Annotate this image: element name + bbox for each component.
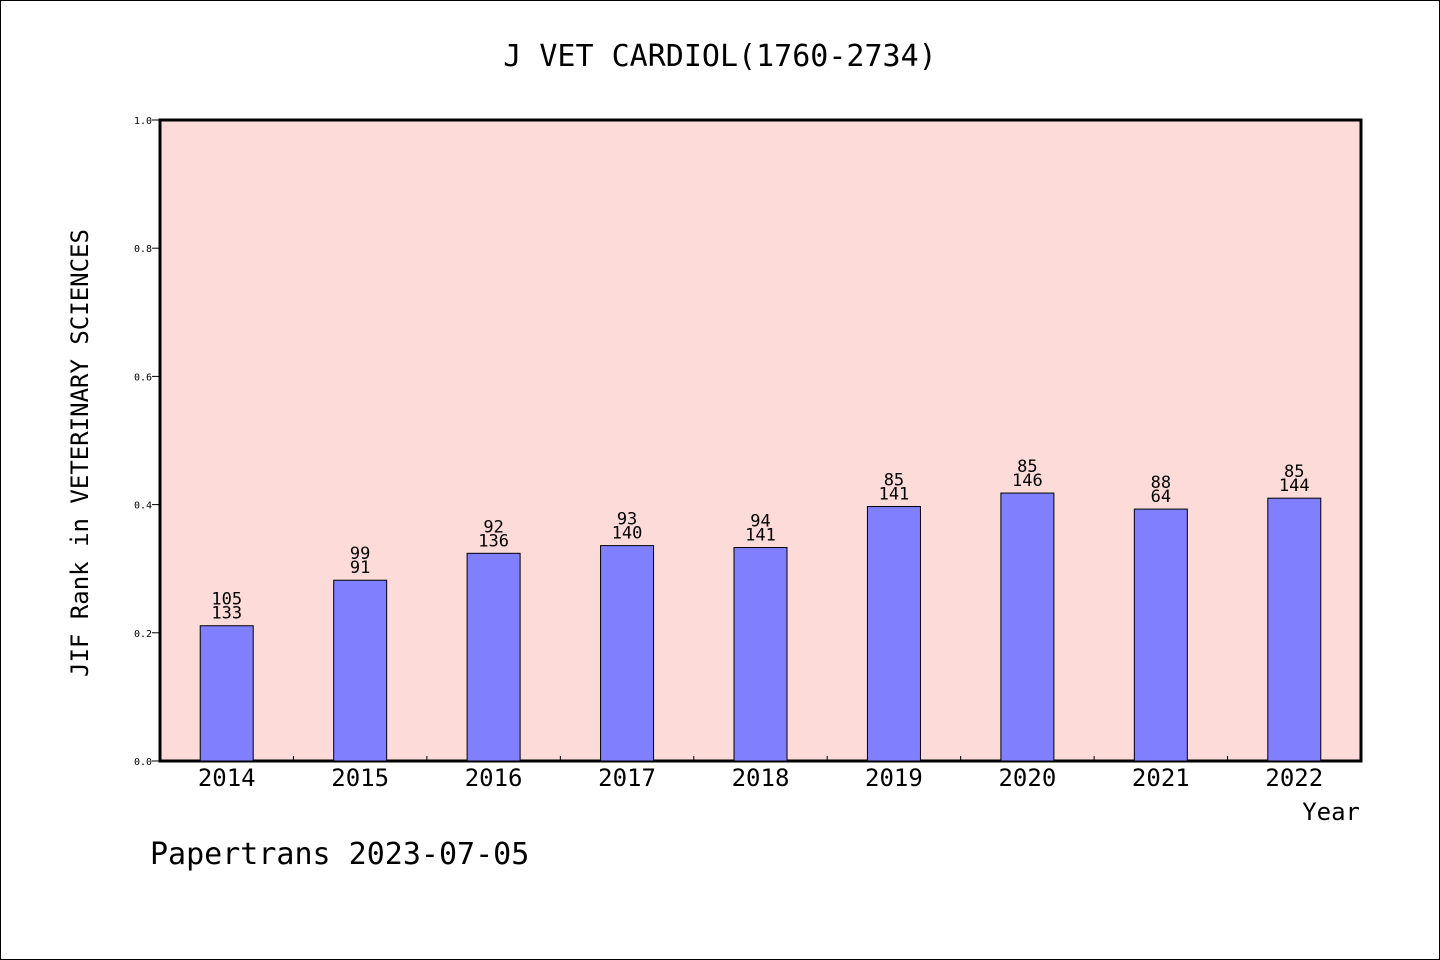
x-tick-label: 2015 bbox=[331, 764, 389, 792]
x-tick-label: 2020 bbox=[998, 764, 1056, 792]
data-label-top: 105 bbox=[211, 590, 242, 610]
x-tick-label: 2018 bbox=[732, 764, 790, 792]
y-tick-label: 0.8 bbox=[134, 244, 152, 255]
y-tick-label: 0.6 bbox=[134, 372, 152, 383]
bar bbox=[333, 579, 388, 762]
bar bbox=[1000, 492, 1055, 762]
x-tick-label: 2019 bbox=[865, 764, 923, 792]
bar bbox=[1133, 508, 1188, 762]
bar bbox=[600, 545, 655, 762]
bar bbox=[866, 506, 921, 762]
y-tick-label: 0.4 bbox=[134, 501, 152, 512]
x-tick-label: 2014 bbox=[198, 764, 256, 792]
bar bbox=[466, 552, 521, 762]
bar bbox=[1267, 497, 1322, 762]
data-label-bottom: 141 bbox=[879, 485, 910, 505]
data-label-bottom: 136 bbox=[478, 531, 509, 551]
y-axis-title: JIF Rank in VETERINARY SCIENCES bbox=[66, 229, 94, 677]
y-axis: 0.0 0.2 0.4 0.6 0.8 1.0 bbox=[134, 116, 160, 768]
y-tick-label: 0.2 bbox=[134, 629, 152, 640]
data-label-top: 85 bbox=[1017, 457, 1037, 477]
data-label-bottom: 146 bbox=[1012, 471, 1043, 491]
data-label-top: 88 bbox=[1151, 473, 1171, 493]
data-label-bottom: 140 bbox=[612, 524, 643, 544]
x-tick-label: 2021 bbox=[1132, 764, 1190, 792]
data-label-top: 94 bbox=[750, 512, 770, 532]
y-tick-label: 0.0 bbox=[134, 757, 152, 768]
x-tick-label: 2017 bbox=[598, 764, 656, 792]
data-label-top: 85 bbox=[1284, 462, 1304, 482]
y-tick-label: 1.0 bbox=[134, 116, 152, 127]
bar bbox=[199, 625, 254, 762]
data-label-bottom: 64 bbox=[1151, 487, 1171, 507]
data-label-bottom: 141 bbox=[745, 526, 776, 546]
x-tick-label: 2022 bbox=[1265, 764, 1323, 792]
data-label-bottom: 91 bbox=[350, 558, 370, 578]
data-label-bottom: 133 bbox=[211, 604, 242, 624]
data-label-top: 92 bbox=[483, 517, 503, 537]
x-tick-label: 2016 bbox=[465, 764, 523, 792]
x-axis-title: Year bbox=[1302, 798, 1360, 826]
bars-group bbox=[199, 492, 1322, 762]
data-label-top: 85 bbox=[884, 471, 904, 491]
data-label-bottom: 144 bbox=[1279, 476, 1310, 496]
data-label-top: 93 bbox=[617, 510, 637, 530]
footer-text: Papertrans 2023-07-05 bbox=[150, 837, 529, 872]
chart-title: J VET CARDIOL(1760-2734) bbox=[503, 39, 936, 74]
bar bbox=[733, 547, 788, 762]
x-axis: 2014 2015 2016 2017 2018 2019 2020 2021 2022 bbox=[198, 756, 1323, 792]
data-label-top: 99 bbox=[350, 544, 370, 564]
